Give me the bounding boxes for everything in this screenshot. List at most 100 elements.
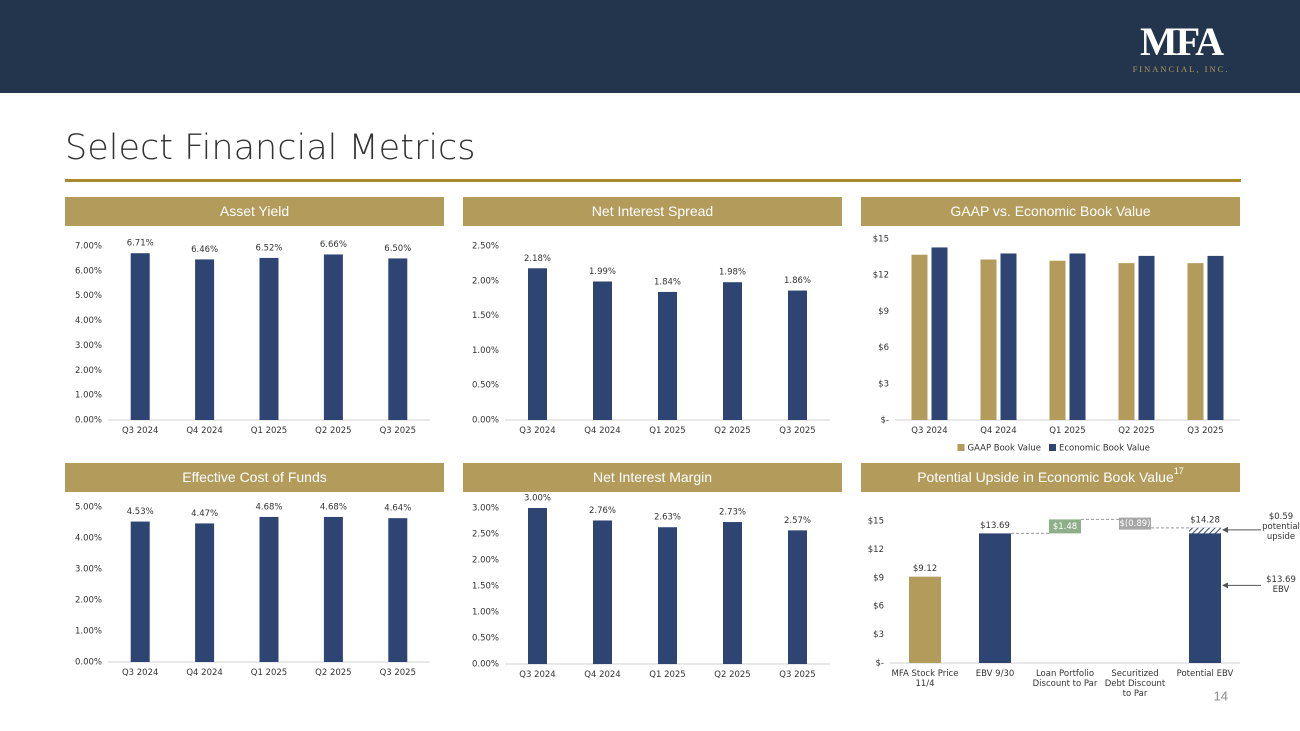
panel-title-text: Potential Upside in Economic Book Value bbox=[917, 469, 1174, 485]
y-tick-label: $12 bbox=[868, 545, 884, 555]
y-tick-label: 4.00% bbox=[75, 316, 102, 326]
y-tick-label: $15 bbox=[868, 517, 884, 527]
x-tick-label: Q2 2025 bbox=[714, 670, 751, 680]
x-tick-label: Q4 2024 bbox=[186, 426, 223, 436]
bar bbox=[979, 533, 1011, 663]
value-label: 4.68% bbox=[255, 502, 282, 512]
annotation: $0.59 potential upside bbox=[1262, 511, 1300, 542]
value-label: 4.53% bbox=[127, 507, 154, 517]
logo-subtitle: FINANCIAL, INC. bbox=[1133, 64, 1230, 74]
x-tick-label-box: Q4 2024 bbox=[584, 670, 620, 680]
x-tick-label: Q4 2024 bbox=[186, 668, 223, 678]
bar bbox=[130, 253, 150, 420]
y-tick-label: 1.00% bbox=[472, 346, 499, 356]
bar bbox=[528, 268, 547, 420]
label-box bbox=[1119, 517, 1151, 530]
x-tick-label-box: Q3 2024 bbox=[519, 426, 555, 436]
x-tick-label: Q1 2025 bbox=[1049, 426, 1086, 436]
bar bbox=[909, 576, 941, 663]
value-label: 6.50% bbox=[384, 244, 411, 254]
x-tick-label-box: Q2 2025 bbox=[315, 426, 352, 436]
value-label: 1.86% bbox=[784, 276, 811, 286]
y-tick-label: 6.00% bbox=[75, 266, 102, 276]
panel-header bbox=[861, 197, 1240, 226]
y-tick-label: 1.50% bbox=[472, 582, 499, 592]
panel-title-text: Net Interest Spread bbox=[592, 203, 713, 219]
y-tick-label: $6 bbox=[878, 343, 889, 353]
x-tick-label-box: MFA Stock Price 11/4 bbox=[892, 669, 959, 689]
x-tick-label: Q1 2025 bbox=[250, 668, 288, 678]
y-tick-label: 1.00% bbox=[75, 391, 102, 401]
x-tick-label: Q3 2025 bbox=[779, 670, 816, 680]
x-tick-label: Q1 2025 bbox=[250, 426, 288, 436]
y-tick-label: $3 bbox=[873, 630, 884, 640]
page-number: 14 bbox=[1214, 688, 1228, 703]
bar bbox=[195, 523, 215, 662]
y-tick-label: $15 bbox=[873, 235, 889, 245]
bar bbox=[911, 254, 928, 420]
panel-header bbox=[65, 463, 444, 492]
x-tick-label: Potential EBV bbox=[1176, 669, 1234, 679]
x-tick-label: Q3 2024 bbox=[121, 668, 159, 678]
bar bbox=[593, 520, 612, 664]
panel-title: Net Interest Margin bbox=[593, 469, 712, 485]
y-tick-label: $12 bbox=[873, 271, 889, 281]
bar bbox=[388, 258, 408, 420]
x-tick-label-box: Q3 2025 bbox=[1187, 426, 1224, 436]
x-tick-label-box: Q3 2025 bbox=[779, 670, 816, 680]
x-tick-label: Q4 2024 bbox=[980, 426, 1017, 436]
bar bbox=[980, 259, 997, 420]
x-tick-label: Q1 2025 bbox=[649, 426, 686, 436]
y-tick-label: 0.00% bbox=[75, 416, 102, 426]
value-label: 2.73% bbox=[719, 508, 746, 518]
y-tick-label: 2.00% bbox=[75, 366, 102, 376]
bar bbox=[788, 290, 807, 420]
bar bbox=[723, 282, 742, 420]
bar bbox=[593, 281, 612, 420]
bar bbox=[195, 259, 215, 420]
y-tick-label: $9 bbox=[873, 573, 884, 583]
y-tick-label: $- bbox=[881, 416, 889, 426]
value-label: 6.52% bbox=[255, 243, 282, 253]
bar bbox=[259, 257, 279, 420]
x-tick-label: Q4 2024 bbox=[584, 426, 621, 436]
footnote-ref: 17 bbox=[1174, 466, 1184, 476]
x-tick-label: Q3 2025 bbox=[1187, 426, 1224, 436]
x-tick-label: EBV 9/30 bbox=[975, 669, 1015, 679]
value-label: $9.12 bbox=[913, 564, 937, 574]
x-tick-label-box: Securitized Debt Discount to Par bbox=[1105, 669, 1166, 699]
panel-title-text: Effective Cost of Funds bbox=[182, 469, 326, 485]
panel-title-text: Asset Yield bbox=[220, 203, 289, 219]
x-tick-label: Q3 2025 bbox=[379, 426, 416, 436]
bar bbox=[931, 247, 948, 420]
y-tick-label: 1.00% bbox=[472, 608, 499, 618]
value-label: 2.63% bbox=[654, 513, 681, 523]
value-label: 1.98% bbox=[719, 268, 746, 278]
y-tick-label: $3 bbox=[878, 379, 889, 389]
x-tick-label-box: Q1 2025 bbox=[250, 668, 288, 678]
x-tick-label: Q3 2025 bbox=[379, 668, 416, 678]
bar bbox=[723, 522, 742, 664]
legend-label: GAAP Book Value bbox=[968, 444, 1041, 454]
x-tick-label: Q2 2025 bbox=[315, 668, 352, 678]
y-tick-label: 3.00% bbox=[75, 565, 102, 575]
bar bbox=[1069, 253, 1086, 420]
x-tick-label: Q3 2025 bbox=[779, 426, 816, 436]
value-label: 2.57% bbox=[784, 516, 811, 526]
x-tick-label-box: Q1 2025 bbox=[649, 426, 686, 436]
bar bbox=[323, 516, 343, 662]
panel-title: GAAP vs. Economic Book Value bbox=[950, 203, 1150, 219]
x-tick-label: Q1 2025 bbox=[649, 670, 686, 680]
y-tick-label: 3.00% bbox=[472, 504, 499, 514]
bar bbox=[1000, 253, 1017, 420]
value-label: 1.99% bbox=[589, 267, 616, 277]
x-tick-label-box: Q2 2025 bbox=[714, 670, 751, 680]
bar bbox=[388, 518, 408, 662]
value-label: $1.48 bbox=[1053, 522, 1077, 532]
x-tick-label-box: Q3 2025 bbox=[379, 426, 416, 436]
y-tick-label: 5.00% bbox=[75, 291, 102, 301]
x-tick-label: Q2 2025 bbox=[315, 426, 352, 436]
y-tick-label: 2.00% bbox=[75, 596, 102, 606]
